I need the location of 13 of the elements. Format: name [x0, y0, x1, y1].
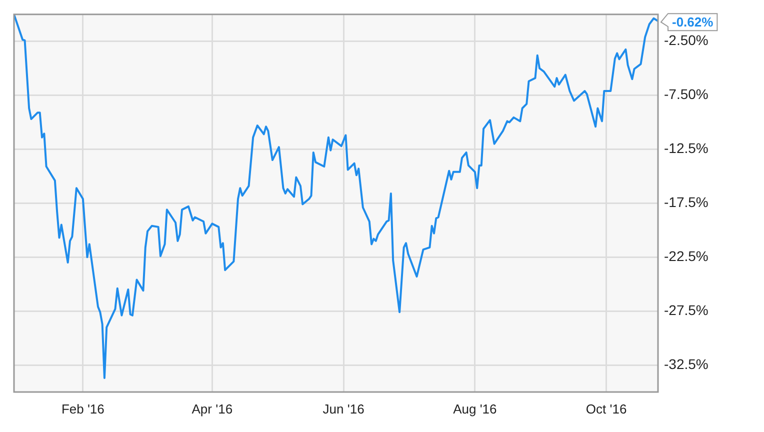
x-tick-label: Apr '16: [192, 401, 233, 416]
y-tick-label: -27.5%: [664, 302, 708, 318]
x-tick-label: Oct '16: [586, 401, 627, 416]
y-tick-label: -7.50%: [664, 86, 708, 102]
y-tick-label: -22.5%: [664, 248, 708, 264]
x-tick-label: Feb '16: [61, 401, 104, 416]
y-tick-label: -32.5%: [664, 356, 708, 372]
x-tick-label: Jun '16: [322, 401, 364, 416]
y-tick-label: -2.50%: [664, 32, 708, 48]
annotation: -0.62%: [672, 14, 714, 30]
y-tick-label: -17.5%: [664, 194, 708, 210]
x-tick-label: Aug '16: [453, 401, 497, 416]
y-tick-label: -12.5%: [664, 140, 708, 156]
